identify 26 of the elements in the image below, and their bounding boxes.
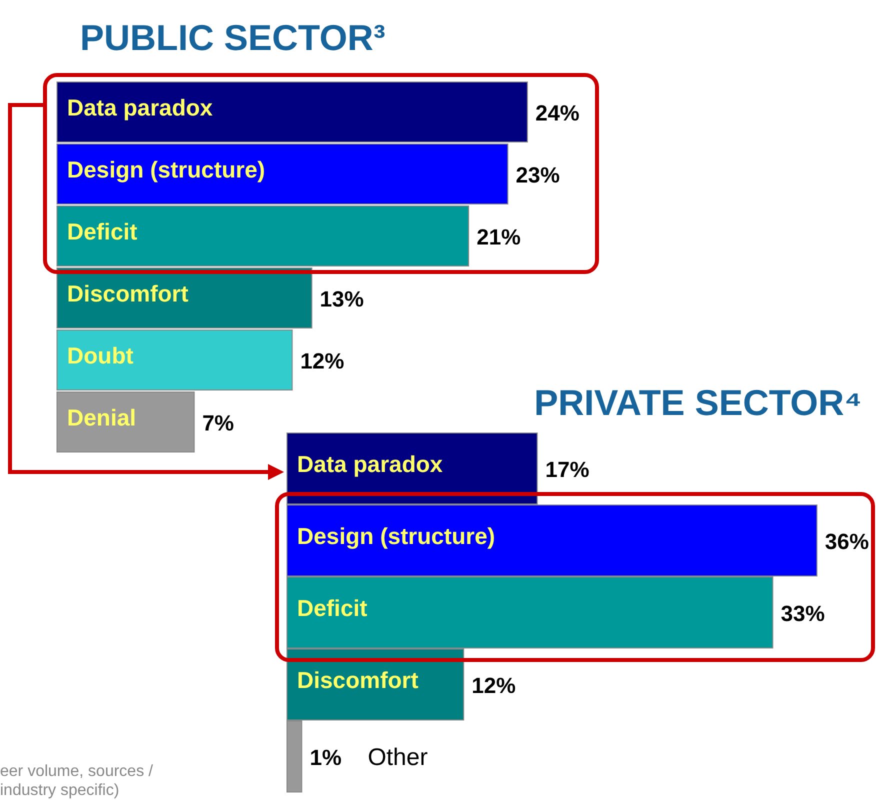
data-label: 13% [320,286,364,312]
y-tick-label: Data paradox [297,451,443,477]
data-label: 12% [472,673,516,698]
data-label: 24% [535,100,580,126]
y-tick-label: Deficit [297,595,368,621]
y-tick-label: Discomfort [297,667,419,693]
text: eer volume, sources / [0,763,154,780]
y-tick-label: Discomfort [67,280,189,306]
data-label: 1% [310,745,342,770]
text: industry specific) [0,782,120,799]
data-label: 36% [824,529,869,554]
y-tick-label: Doubt [67,342,134,368]
y-tick-label: Deficit [67,218,138,244]
data-label: 17% [545,457,590,482]
y-tick-label: Denial [67,404,136,430]
data-label: 12% [300,348,344,374]
data-label: 7% [202,410,234,436]
y-tick-label: Design (structure) [67,156,266,182]
y-tick-label: Data paradox [67,94,213,120]
data-label: 21% [476,224,521,250]
data-label: 33% [780,601,825,626]
y-tick-label: Design (structure) [297,523,496,549]
chart-title: PUBLIC SECTOR³ [80,17,386,58]
chart-title: PRIVATE SECTOR⁴ [534,382,862,423]
data-label: 23% [516,162,560,188]
y-tick-label: Other [368,744,428,771]
